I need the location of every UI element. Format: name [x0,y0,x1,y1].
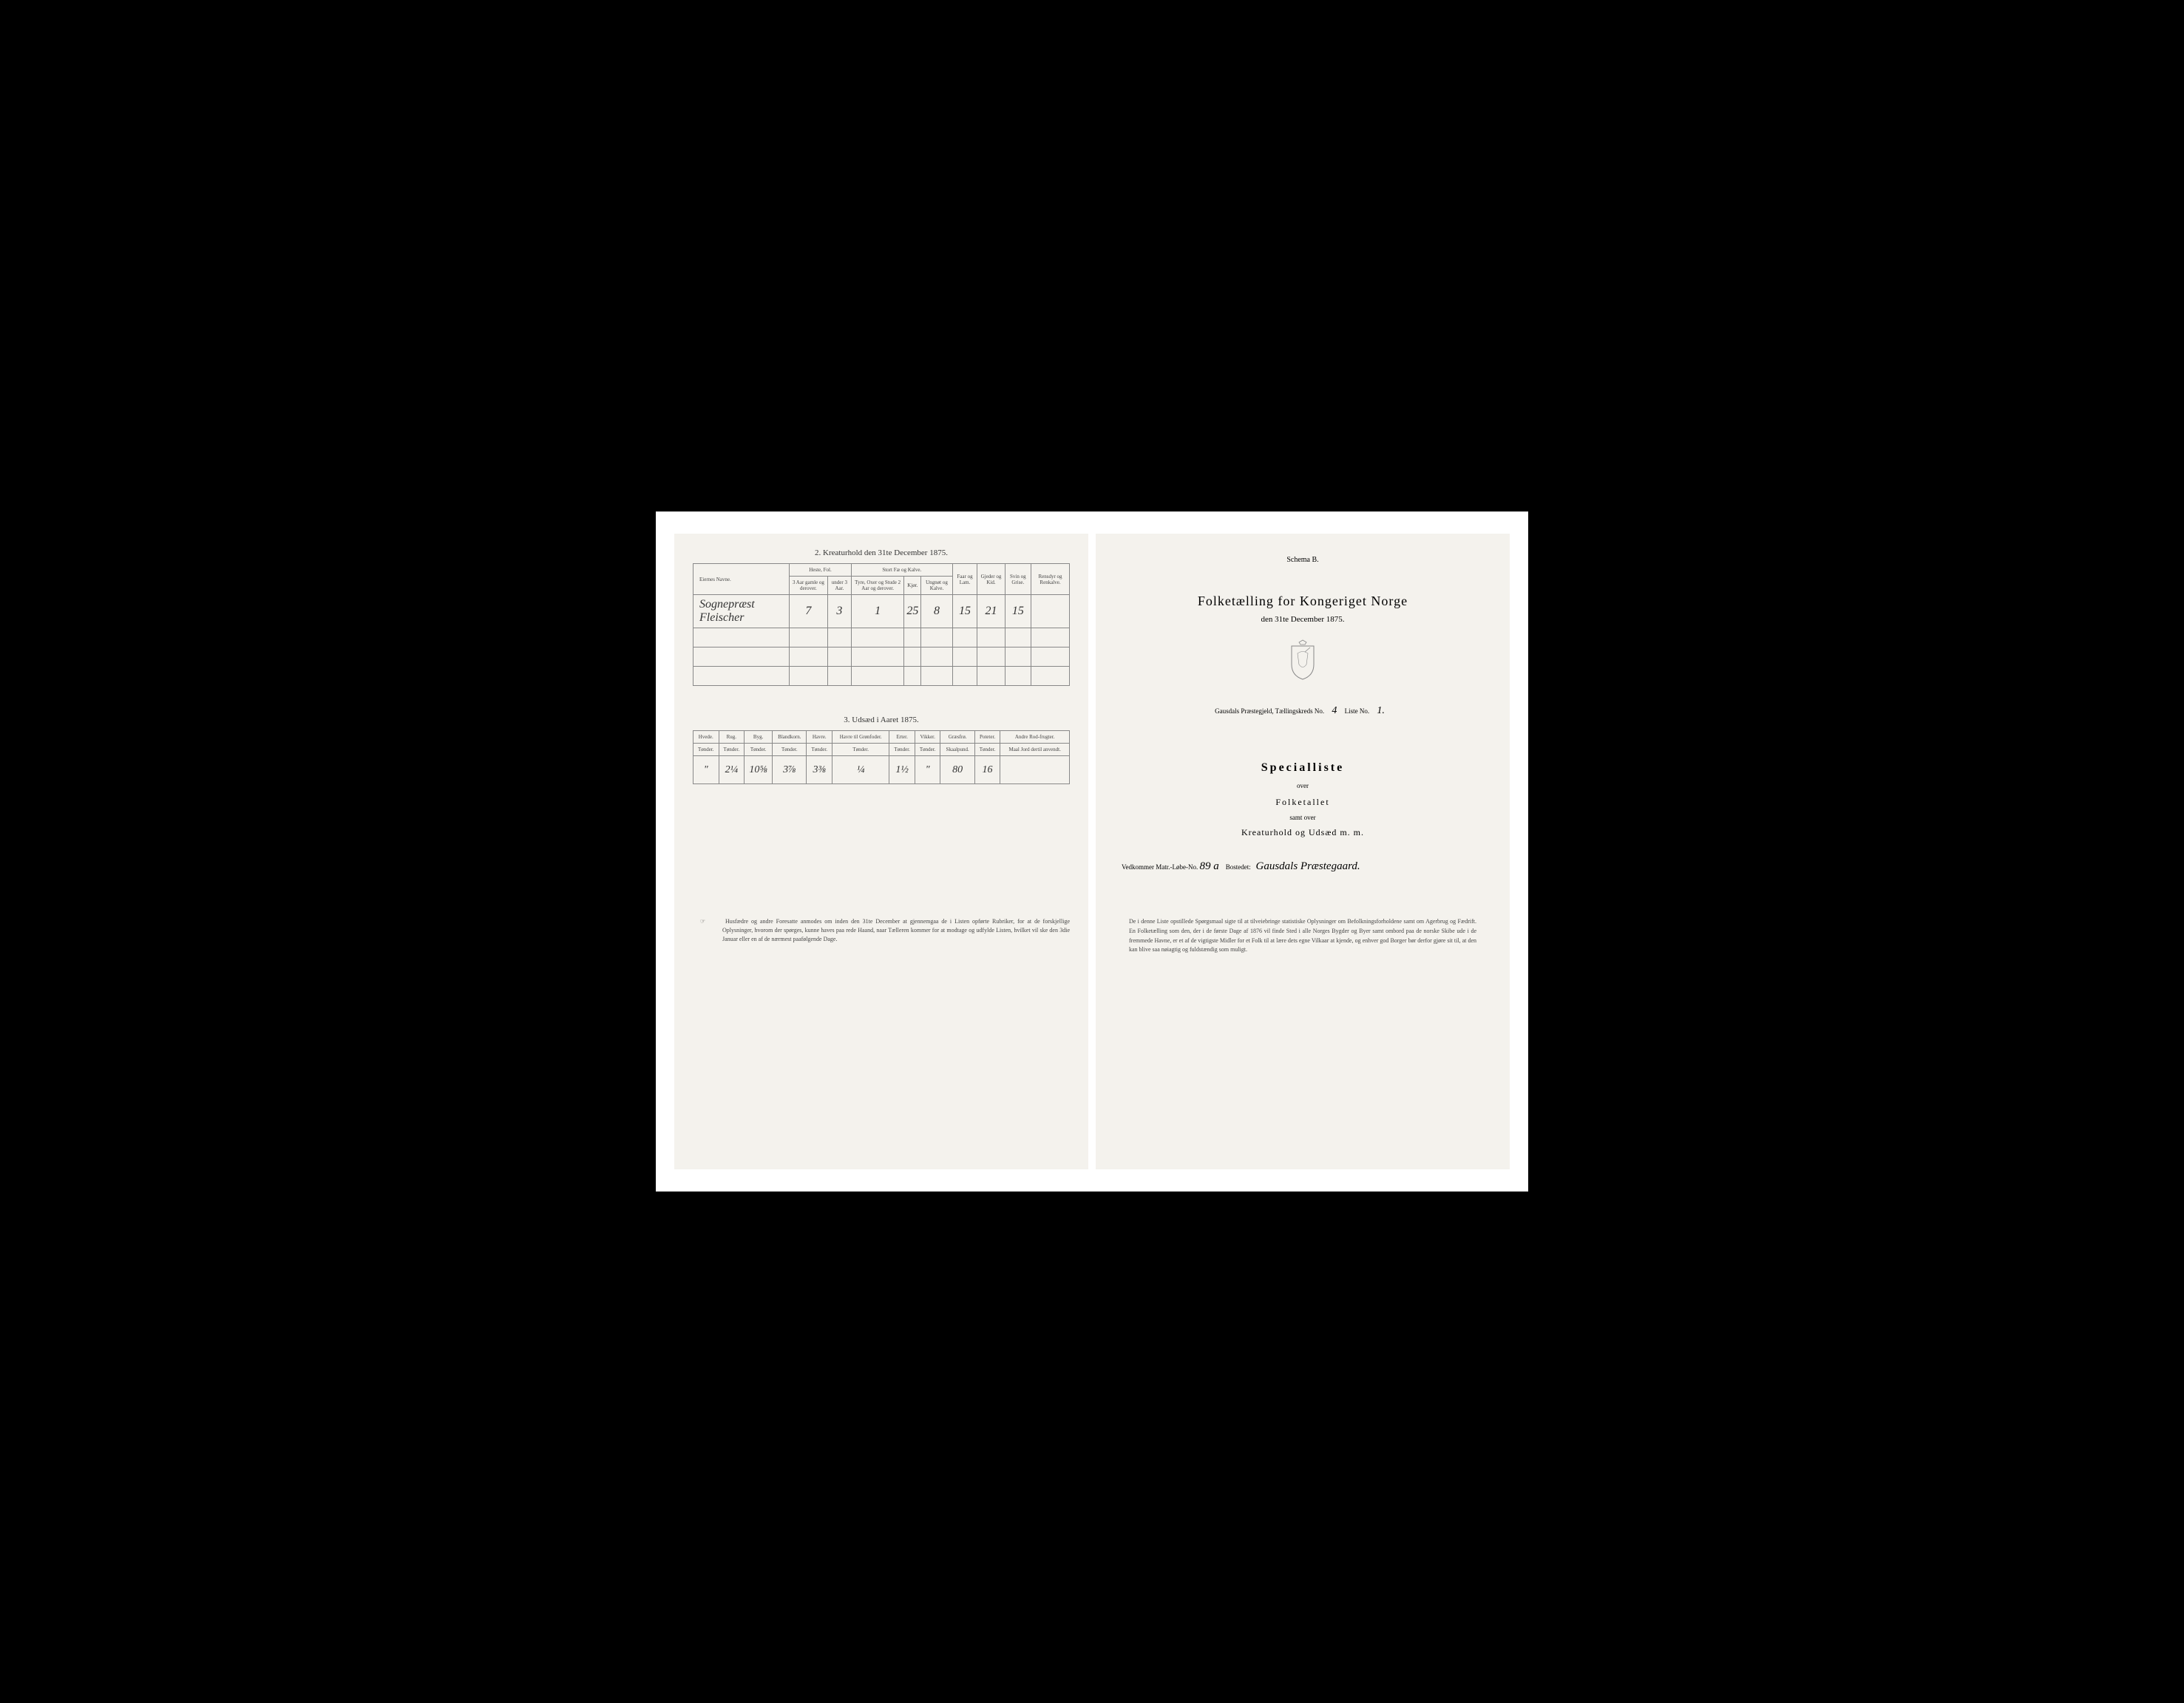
cell: 3⅜ [807,756,832,784]
table-row [693,667,1070,686]
footnote: ☞ Husfædre og andre Foresatte anmodes om… [693,917,1070,944]
table-row [693,628,1070,647]
left-page: 2. Kreaturhold den 31te December 1875. E… [674,534,1088,1169]
th: Vikker. [915,731,940,744]
header-h2: under 3 Aar. [827,577,851,595]
cell: 25 [904,595,921,628]
th: Hvede. [693,731,719,744]
cell: 15 [1005,595,1031,628]
coat-of-arms-icon [1284,639,1321,683]
liste-number: 1. [1377,705,1385,716]
th: Havre til Grønfoder. [832,731,889,744]
matr-prefix: Vedkommer Matr.-Løbe-No. [1122,863,1198,871]
cell: " [915,756,940,784]
cell [1000,756,1070,784]
th: Tønder. [693,744,719,756]
th: Poteter. [974,731,1000,744]
schema-label: Schema B. [1114,556,1491,564]
header-goats: Gjeder og Kid. [977,564,1005,595]
th: Rug. [719,731,745,744]
header-group-cattle: Stort Fæ og Kalve. [851,564,952,577]
cell: 16 [974,756,1000,784]
header-pigs: Svin og Grise. [1005,564,1031,595]
th: Erter. [889,731,915,744]
th: Havre. [807,731,832,744]
district-number: 4 [1332,705,1337,716]
table-row: Sognepræst Fleischer 7 3 1 25 8 15 21 15 [693,595,1070,628]
kreatur-label: Kreaturhold og Udsæd m. m. [1114,827,1491,838]
folketallet-label: Folketallet [1114,797,1491,808]
matr-number: 89 a [1199,860,1218,872]
th: Tønder. [719,744,745,756]
cell: 8 [921,595,952,628]
th: Tønder. [974,744,1000,756]
district-line: Gausdals Præstegjeld, Tællingskreds No. … [1114,705,1491,717]
census-date: den 31te December 1875. [1114,615,1491,624]
bottom-paragraph: De i denne Liste opstillede Spørgsmaal s… [1114,917,1491,955]
bostedet-label: Bostedet: [1226,863,1251,871]
livestock-table: Eiernes Navne. Heste, Fol. Stort Fæ og K… [693,563,1070,686]
th: Maal Jord dertil anvendt. [1000,744,1070,756]
th: Tønder. [807,744,832,756]
header-reindeer: Rensdyr og Renkalve. [1031,564,1070,595]
header-h5: Ungnøt og Kalve. [921,577,952,595]
cell: 10⅝ [745,756,773,784]
cell: 15 [952,595,977,628]
table2-title: 2. Kreaturhold den 31te December 1875. [693,548,1070,557]
census-title: Folketælling for Kongeriget Norge [1114,594,1491,609]
seed-table: Hvede. Rug. Byg. Blandkorn. Havre. Havre… [693,730,1070,784]
document-scan: 2. Kreaturhold den 31te December 1875. E… [656,511,1528,1192]
th: Tønder. [832,744,889,756]
cell: 7 [790,595,828,628]
header-sheep: Faar og Lam. [952,564,977,595]
header-h4: Kjør. [904,577,921,595]
specialliste-title: Specialliste [1114,761,1491,775]
cell: 21 [977,595,1005,628]
header-name: Eiernes Navne. [693,564,790,595]
th: Tønder. [745,744,773,756]
header-group-horses: Heste, Fol. [790,564,852,577]
table-row [693,647,1070,667]
th: Tønder. [889,744,915,756]
owner-name: Sognepræst Fleischer [693,595,790,628]
table-row: " 2¼ 10⅝ 3⅞ 3⅜ ¼ 1½ " 80 16 [693,756,1070,784]
over-label: over [1114,782,1491,789]
samt-over-label: samt over [1114,814,1491,821]
cell: 1 [851,595,903,628]
header-h3: Tyre, Oxer og Stude 2 Aar og derover. [851,577,903,595]
district-prefix: Gausdals Præstegjeld, Tællingskreds No. [1215,707,1324,715]
pointing-hand-icon: ☞ [700,917,715,926]
th: Blandkorn. [773,731,807,744]
bostedet-value: Gausdals Præstegaard. [1255,860,1360,872]
cell: 2¼ [719,756,745,784]
th: Andre Rod-frugter. [1000,731,1070,744]
cell: " [693,756,719,784]
cell: 3⅞ [773,756,807,784]
matr-line: Vedkommer Matr.-Løbe-No. 89 a Bostedet: … [1114,860,1491,873]
th: Tønder. [773,744,807,756]
cell: 1½ [889,756,915,784]
cell: ¼ [832,756,889,784]
cell: 80 [940,756,974,784]
liste-prefix: Liste No. [1345,707,1370,715]
cell: 3 [827,595,851,628]
header-h1: 3 Aar gamle og derover. [790,577,828,595]
cell [1031,595,1070,628]
right-page: Schema B. Folketælling for Kongeriget No… [1096,534,1510,1169]
footnote-text: Husfædre og andre Foresatte anmodes om i… [722,918,1070,942]
th: Skaalpund. [940,744,974,756]
table3-title: 3. Udsæd i Aaret 1875. [693,715,1070,724]
th: Tønder. [915,744,940,756]
th: Græsfrø. [940,731,974,744]
th: Byg. [745,731,773,744]
